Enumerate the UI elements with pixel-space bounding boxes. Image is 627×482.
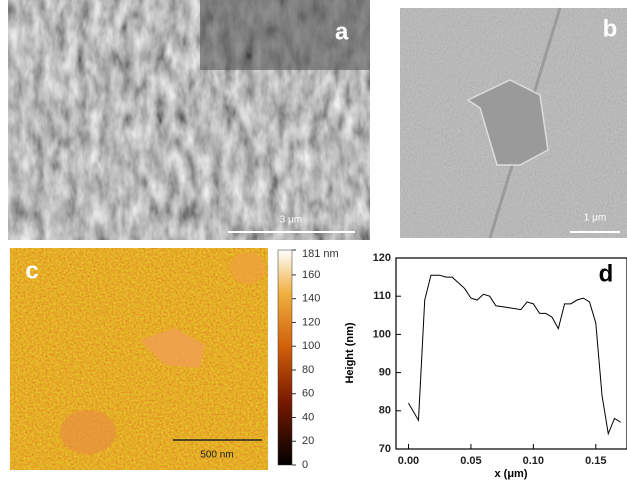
y-tick-label: 120 <box>373 252 391 264</box>
panel-label: d <box>599 260 614 287</box>
colorbar-tick-label: 40 <box>302 411 314 423</box>
x-tick-label: 0.05 <box>460 455 481 467</box>
y-tick-label: 110 <box>373 290 391 302</box>
afm-feature <box>60 410 116 454</box>
line <box>408 275 620 434</box>
y-tick-label: 100 <box>373 328 391 340</box>
x-tick-label: 0.00 <box>398 455 419 467</box>
scale-bar-label: 3 μm <box>280 215 302 226</box>
panel-label: c <box>25 257 38 284</box>
y-tick-label: 90 <box>379 367 391 379</box>
x-tick-label: 0.15 <box>585 455 606 467</box>
scale-bar-label: 1 μm <box>584 213 606 224</box>
colorbar-tick-label: 80 <box>302 364 314 376</box>
afm-image <box>10 248 268 470</box>
colorbar-tick-label: 60 <box>302 388 314 400</box>
colorbar-tick-label: 140 <box>302 293 320 305</box>
colorbar <box>278 250 292 465</box>
y-axis-label: Height (nm) <box>344 322 356 383</box>
colorbar-tick-label: 120 <box>302 316 320 328</box>
colorbar-tick-label: 181 nm <box>302 248 339 260</box>
colorbar-tick-label: 0 <box>302 459 308 471</box>
panel-label: b <box>603 15 618 42</box>
x-tick-label: 0.10 <box>523 455 544 467</box>
panel-label: a <box>335 18 349 45</box>
colorbar-tick-label: 160 <box>302 269 320 281</box>
y-tick-label: 70 <box>379 443 391 455</box>
colorbar-tick-label: 100 <box>302 340 320 352</box>
x-axis-label: x (μm) <box>494 468 527 480</box>
scale-bar-label: 500 nm <box>200 450 233 461</box>
figure: a 3 μm b 1 μm c 500 nm d x (μm) Height (… <box>0 0 627 482</box>
colorbar-tick-label: 20 <box>302 435 314 447</box>
plot-frame <box>396 258 627 449</box>
y-tick-label: 80 <box>379 405 391 417</box>
afm-feature <box>230 252 266 284</box>
